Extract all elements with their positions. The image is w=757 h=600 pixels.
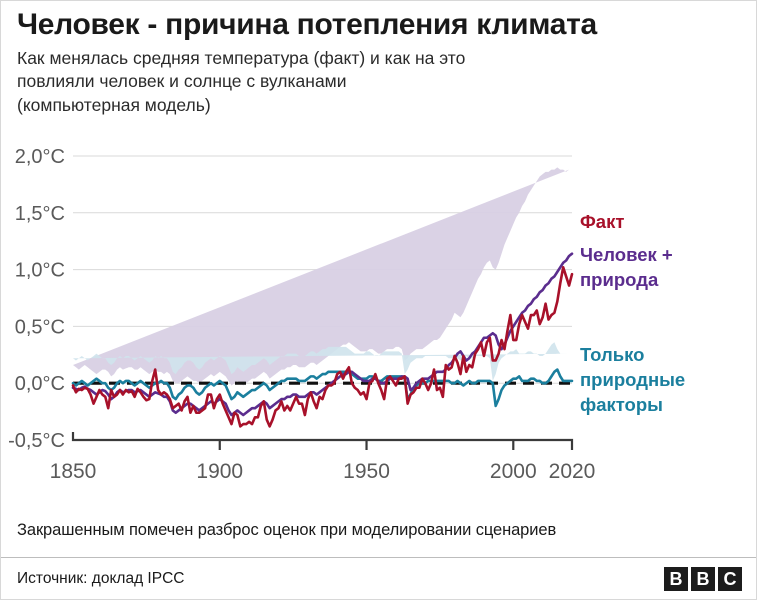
header: Человек - причина потепления климата Как… <box>1 1 756 117</box>
human-natural-uncertainty-band <box>73 167 570 386</box>
temperature-anomaly-chart: 2,0°C 1,5°C 1,0°C 0,5°C 0,0°C -0,5°C 1850 1900… <box>8 146 685 483</box>
y-axis-tick-label: 1,0°C <box>15 260 65 282</box>
legend-natural-only-text: природные <box>580 369 685 390</box>
legend-natural-only-text: факторы <box>580 394 663 415</box>
human-natural-line <box>71 252 574 417</box>
y-axis-tick-label: -0,5°C <box>8 430 65 452</box>
chart-container: 2,0°C 1,5°C 1,0°C 0,5°C 0,0°C -0,5°C 1850 1900… <box>1 133 757 498</box>
subtitle-line-1: Как менялась средняя температура (факт) … <box>17 48 466 69</box>
bbc-logo-letter-1: B <box>664 566 688 591</box>
page-title: Человек - причина потепления климата <box>17 8 597 41</box>
bbc-logo-letter-2: B <box>691 566 715 591</box>
y-axis-tick-labels: 2,0°C 1,5°C 1,0°C 0,5°C 0,0°C -0,5°C <box>8 146 65 452</box>
y-axis-tick-label: 0,0°C <box>15 373 65 395</box>
x-axis-tick-label: 2020 <box>549 460 596 483</box>
series-lines <box>71 252 574 428</box>
natural-only-uncertainty-band <box>73 342 570 381</box>
subtitle: Как менялась средняя температура (факт) … <box>17 47 740 116</box>
source-label: Источник: доклад IPCC <box>17 569 185 587</box>
chart-note: Закрашенным помечен разброс оценок при м… <box>17 521 557 539</box>
subtitle-line-3: (компьютерная модель) <box>17 94 211 115</box>
y-axis-tick-label: 2,0°C <box>15 146 65 168</box>
y-axis-tick-label: 1,5°C <box>15 203 65 225</box>
legend-human-natural-text: Человек + <box>580 244 673 265</box>
legend-human-natural-text: природа <box>580 269 659 290</box>
observed-line <box>71 266 574 428</box>
y-axis-tick-label: 0,5°C <box>15 316 65 338</box>
axis-baseline <box>71 432 574 450</box>
chart-legend: Факт Человек + природа Только природные факто… <box>580 211 685 415</box>
natural-only-band-area <box>73 342 570 381</box>
bbc-logo: B B C <box>664 566 742 591</box>
x-axis-tick-label: 2000 <box>490 460 537 483</box>
legend-observed-text: Факт <box>580 211 624 232</box>
subtitle-line-2: повлияли человек и солнце с вулканами <box>17 71 347 92</box>
legend-natural-only-text: Только <box>580 344 644 365</box>
human-natural-band-area <box>73 167 570 386</box>
x-axis-tick-label: 1900 <box>196 460 243 483</box>
x-axis-tick-labels: 1850 1900 1950 2000 2020 <box>50 460 596 483</box>
axis-lines <box>71 432 574 450</box>
x-axis-tick-label: 1950 <box>343 460 390 483</box>
footer: Источник: доклад IPCC B B C <box>1 557 756 599</box>
bbc-logo-letter-3: C <box>718 566 742 591</box>
x-axis-tick-label: 1850 <box>50 460 97 483</box>
